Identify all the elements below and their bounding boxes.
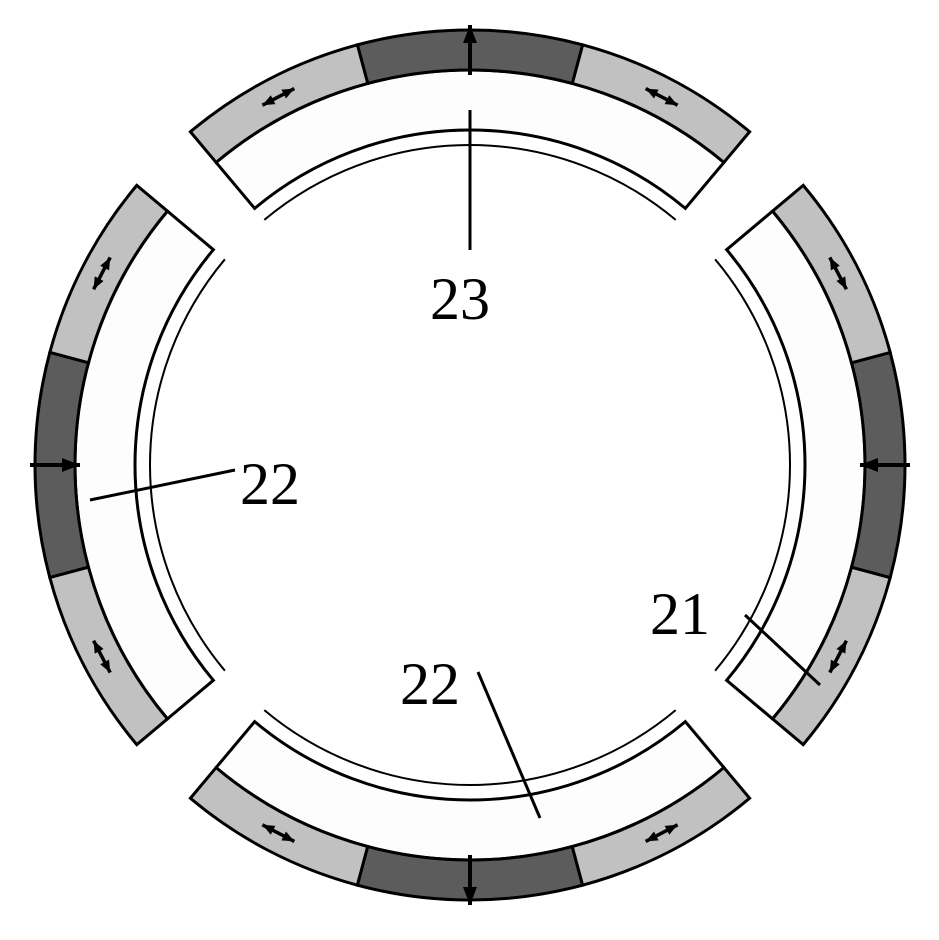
label-22a: 22: [240, 450, 300, 519]
ring-diagram: [0, 0, 939, 940]
label-22b: 22: [400, 650, 460, 719]
label-21: 21: [650, 580, 710, 649]
label-23: 23: [430, 265, 490, 334]
leader-line: [478, 672, 540, 818]
